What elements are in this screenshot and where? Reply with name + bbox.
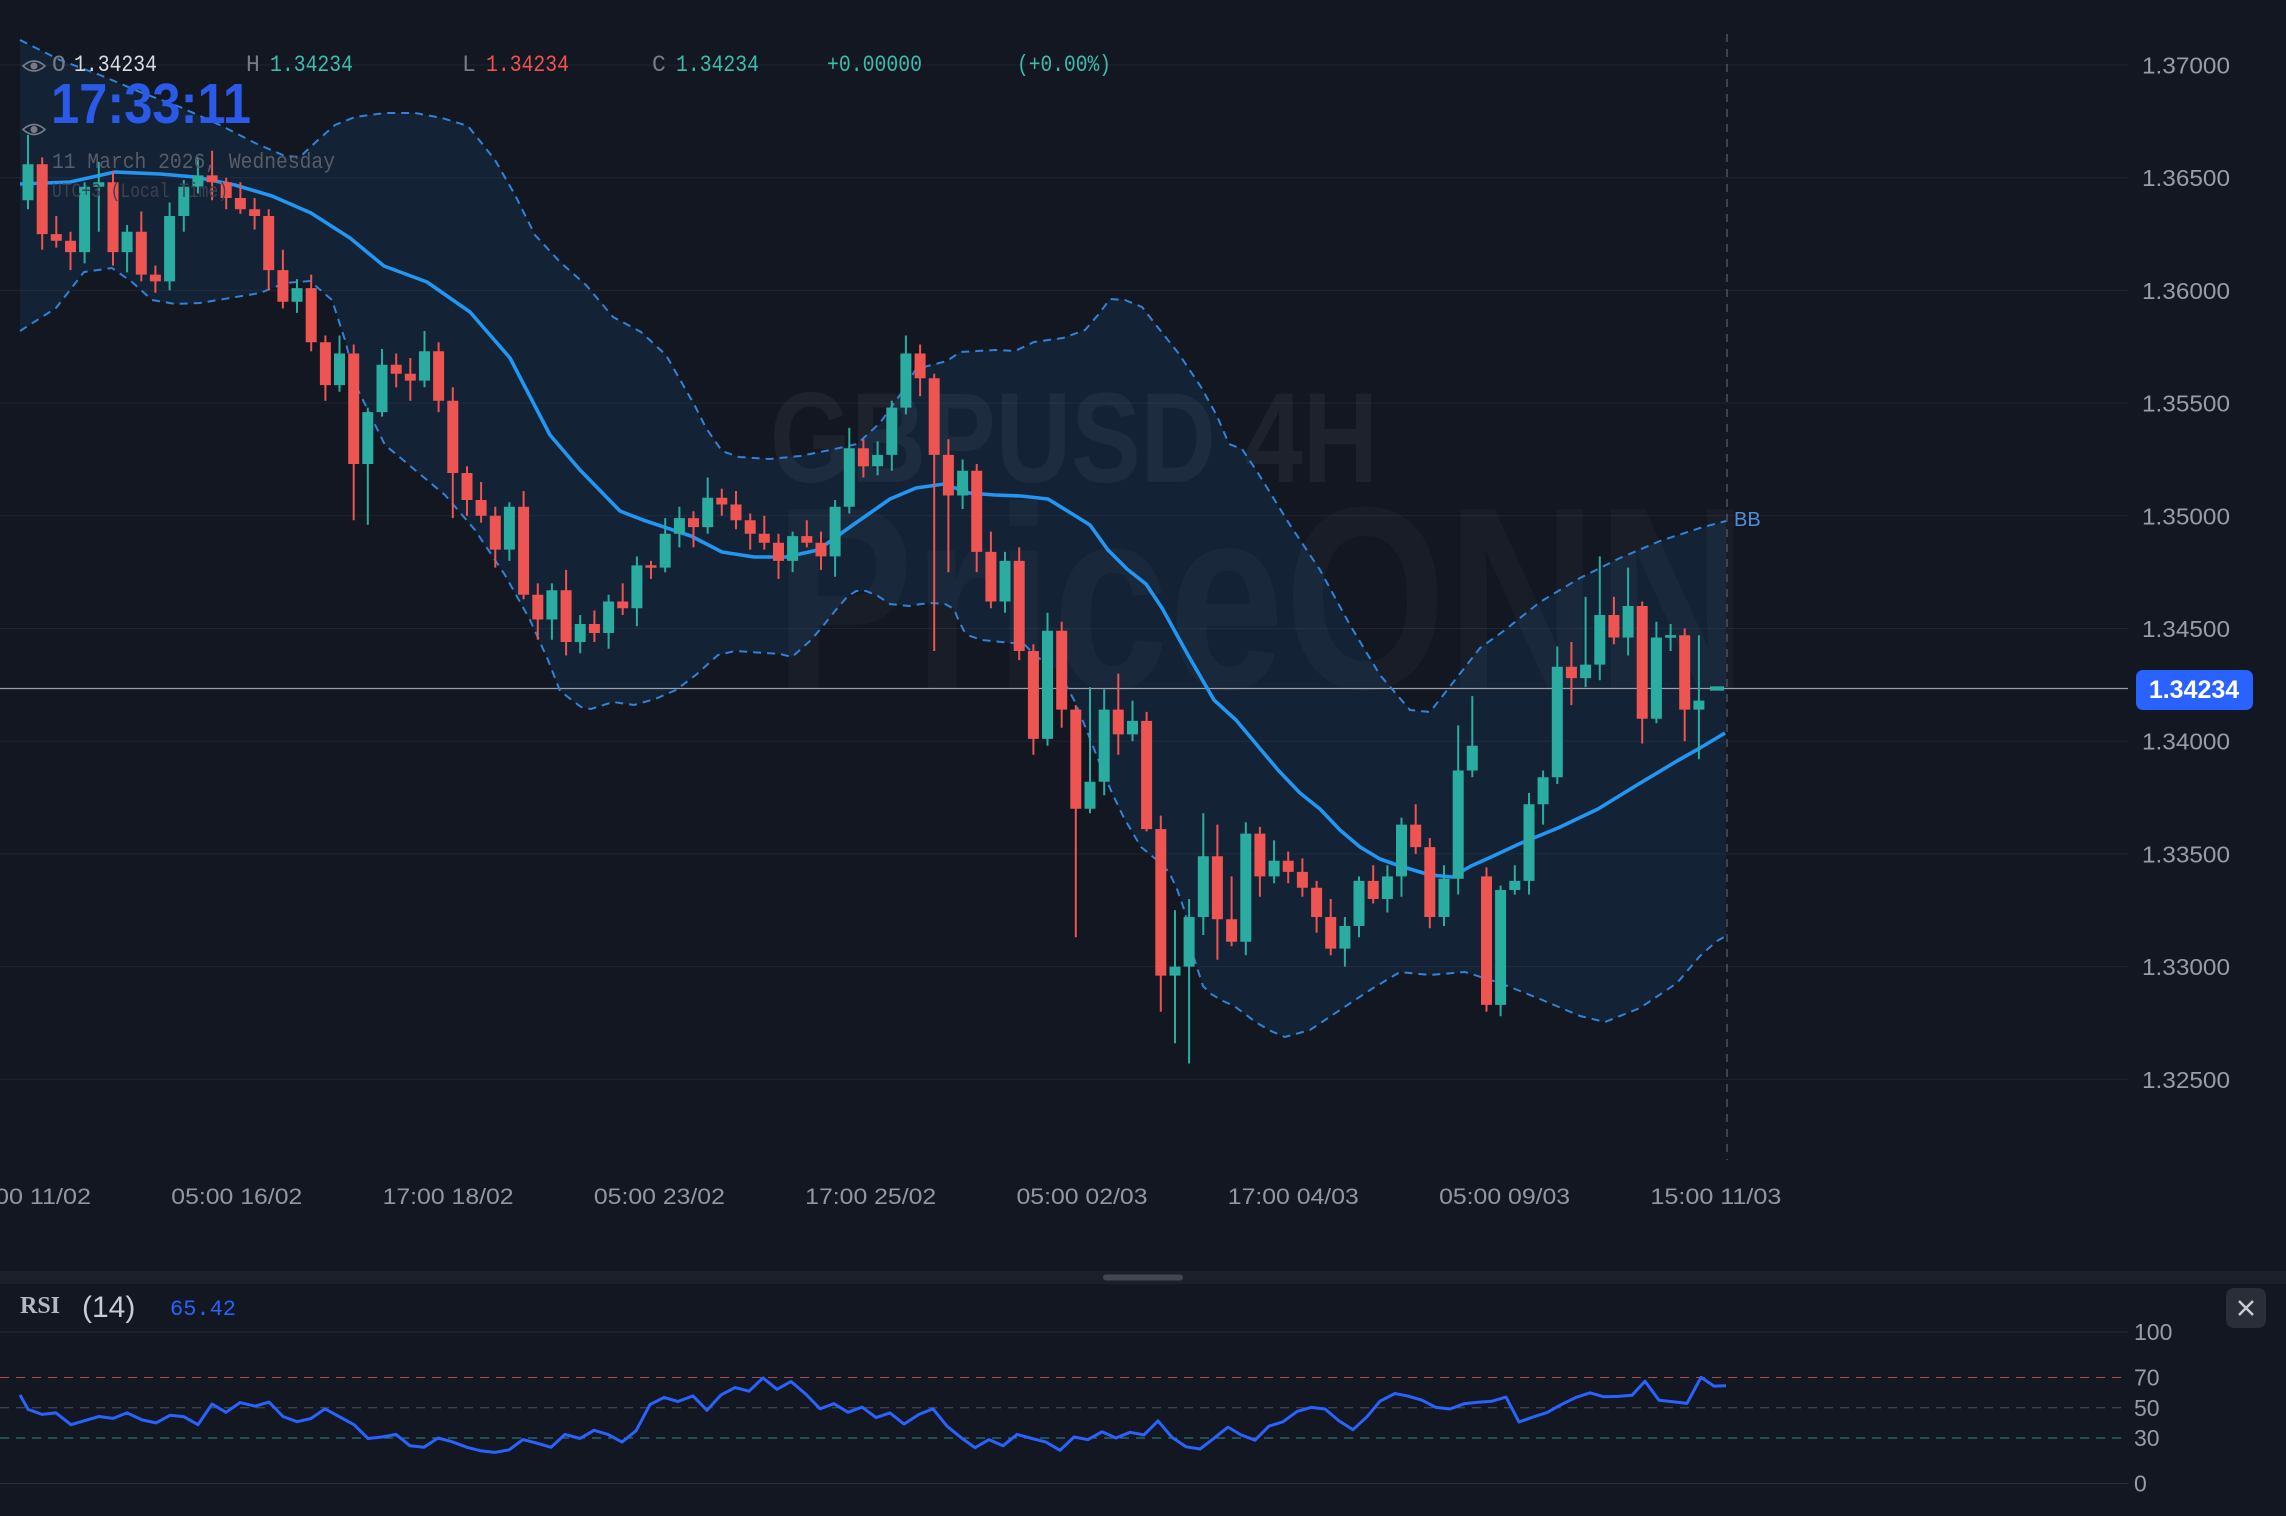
svg-text:(+0.00%): (+0.00%) [1017,52,1111,78]
svg-text:17:00 04/03: 17:00 04/03 [1228,1184,1359,1209]
svg-text:O: O [52,52,66,78]
svg-text:1.34234: 1.34234 [74,52,157,78]
svg-text:1.34234: 1.34234 [270,52,353,78]
svg-text:15:00 11/03: 15:00 11/03 [1650,1184,1781,1209]
svg-text:1.36000: 1.36000 [2142,278,2230,304]
svg-text:BB: BB [1734,509,1761,531]
svg-text:11 March 2026, Wednesday: 11 March 2026, Wednesday [52,150,335,175]
svg-text:1.33000: 1.33000 [2142,954,2230,980]
svg-text:17:33:11: 17:33:11 [51,72,251,136]
svg-text:1.34234: 1.34234 [676,52,759,78]
svg-text:1.33500: 1.33500 [2142,841,2230,867]
svg-text:05:00 23/02: 05:00 23/02 [594,1184,725,1209]
svg-text:+0.00000: +0.00000 [827,52,922,78]
svg-text:1.34234: 1.34234 [2149,676,2239,704]
svg-text:17:00 11/02: 17:00 11/02 [0,1184,91,1209]
svg-text:GBPUSD 4H: GBPUSD 4H [770,367,1378,510]
svg-text:1.32500: 1.32500 [2142,1067,2230,1093]
svg-text:H: H [246,52,260,78]
svg-text:(14): (14) [82,1291,135,1324]
svg-text:1.34234: 1.34234 [486,52,569,78]
svg-text:UTC+3 (Local Time): UTC+3 (Local Time) [52,181,228,204]
svg-text:65.42: 65.42 [170,1297,236,1322]
svg-text:1.34000: 1.34000 [2142,729,2230,755]
svg-text:100: 100 [2134,1319,2172,1345]
svg-text:1.37000: 1.37000 [2142,53,2230,79]
svg-text:50: 50 [2134,1395,2160,1421]
svg-text:70: 70 [2134,1365,2160,1391]
svg-text:RSI: RSI [20,1293,60,1319]
svg-text:17:00 18/02: 17:00 18/02 [383,1184,514,1209]
svg-text:1.36500: 1.36500 [2142,165,2230,191]
svg-text:1.35000: 1.35000 [2142,503,2230,529]
svg-text:1.34500: 1.34500 [2142,616,2230,642]
svg-text:17:00 25/02: 17:00 25/02 [805,1184,936,1209]
svg-text:C: C [652,52,666,78]
svg-text:30: 30 [2134,1425,2160,1451]
svg-text:05:00 09/03: 05:00 09/03 [1439,1184,1570,1209]
svg-text:05:00 02/03: 05:00 02/03 [1017,1184,1148,1209]
svg-text:05:00 16/02: 05:00 16/02 [171,1184,302,1209]
svg-text:L: L [462,52,476,78]
svg-text:0: 0 [2134,1471,2147,1497]
svg-text:1.35500: 1.35500 [2142,391,2230,417]
